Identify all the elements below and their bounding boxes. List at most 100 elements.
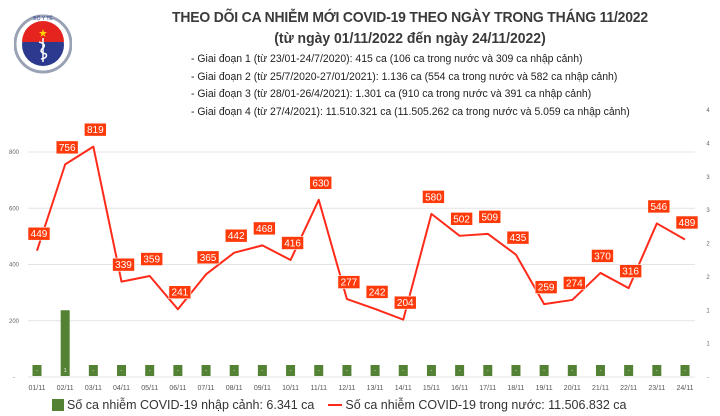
x-axis-tick-label: 04/11 xyxy=(113,385,130,392)
left-axis-tick-label: - xyxy=(13,375,15,381)
bar xyxy=(88,365,98,376)
line-data-label: 242 xyxy=(369,287,386,298)
bar-data-label: - xyxy=(656,368,658,374)
line-data-label-box xyxy=(675,215,699,230)
line-data-label-box xyxy=(140,252,163,266)
x-axis-tick-label: 13/11 xyxy=(367,385,384,392)
right-axis-tick-label: 2 xyxy=(706,275,710,281)
x-axis-tick-label: 18/11 xyxy=(507,385,524,392)
bar-data-label: - xyxy=(571,368,573,374)
line-data-label: 449 xyxy=(31,229,48,240)
phase-summary-item: - Giai đoạn 3 (từ 28/01-26/4/2021): 1.30… xyxy=(191,88,592,101)
bar xyxy=(426,365,436,376)
right-axis-tick-label: 1 xyxy=(706,308,710,314)
x-axis-tick-label: 15/11 xyxy=(423,385,440,392)
bar xyxy=(286,365,296,376)
x-axis-tick-label: 21/11 xyxy=(592,385,609,392)
right-axis-tick-label: 4 xyxy=(706,141,710,147)
ministry-of-health-logo: BỘ Y TẾ xyxy=(14,14,72,74)
line-data-label-box xyxy=(422,190,445,204)
line-data-label: 580 xyxy=(425,192,442,203)
line-data-label-box xyxy=(478,210,502,224)
line-data-label: 359 xyxy=(143,255,160,266)
line-data-label: 316 xyxy=(622,267,639,278)
line-data-label-box xyxy=(591,249,614,263)
bar-data-label: - xyxy=(374,368,376,374)
line-data-label-box xyxy=(196,250,220,265)
line-data-label-box xyxy=(253,221,276,236)
line-data-label-box xyxy=(647,199,671,214)
bar-data-label: - xyxy=(487,368,489,374)
right-axis-tick-label: 3 xyxy=(706,208,710,214)
line-data-label-box xyxy=(337,275,361,289)
line-data-label: 435 xyxy=(510,233,527,244)
line-data-label: 509 xyxy=(481,212,498,223)
bar-data-label: - xyxy=(543,368,545,374)
line-data-label-box xyxy=(168,285,192,300)
legend-line-swatch xyxy=(328,404,343,406)
bar xyxy=(117,365,127,376)
line-data-label-box xyxy=(112,257,135,272)
bar-data-label: - xyxy=(402,368,404,374)
bar xyxy=(624,365,634,376)
bar xyxy=(595,365,605,376)
bar-data-label: - xyxy=(515,368,517,374)
left-axis-tick-label: 400 xyxy=(9,263,20,269)
x-axis-tick-label: 14/11 xyxy=(395,385,412,392)
line-data-label: 339 xyxy=(115,260,132,271)
x-axis-tick-label: 08/11 xyxy=(226,385,243,392)
x-axis-tick-label: 20/11 xyxy=(564,385,581,392)
x-axis-tick-label: 12/11 xyxy=(338,385,355,392)
bar xyxy=(652,365,662,376)
x-axis-tick-label: 19/11 xyxy=(536,385,553,392)
line-data-label-box xyxy=(563,276,586,290)
bar xyxy=(314,365,324,376)
line-data-label: 442 xyxy=(228,231,245,242)
bar xyxy=(398,365,408,376)
bar xyxy=(455,365,465,376)
bar-data-label: - xyxy=(205,368,207,374)
x-axis-tick-label: 24/11 xyxy=(677,385,694,392)
bar-data-label: - xyxy=(36,368,38,374)
right-axis-tick-label: 4 xyxy=(706,108,710,114)
x-axis-tick-label: 05/11 xyxy=(141,385,158,392)
line-data-label: 274 xyxy=(566,278,583,289)
bar xyxy=(539,365,549,376)
bar xyxy=(342,365,352,376)
line-data-label-box xyxy=(450,212,473,226)
x-axis-tick-label: 10/11 xyxy=(282,385,299,392)
x-axis-tick-label: 02/11 xyxy=(57,385,74,392)
bar-data-label: - xyxy=(318,368,320,374)
line-data-label: 819 xyxy=(87,125,104,136)
line-data-label: 546 xyxy=(650,202,667,213)
line-data-label: 468 xyxy=(256,224,273,235)
x-axis-tick-label: 22/11 xyxy=(620,385,637,392)
bar xyxy=(511,365,521,376)
bar-data-label: - xyxy=(233,368,235,374)
bar xyxy=(32,365,42,376)
line-data-label: 277 xyxy=(341,278,358,289)
legend: Số ca nhiễm COVID-19 nhập cảnh: 6.341 ca… xyxy=(52,398,626,412)
line-data-label-box xyxy=(309,176,333,190)
bar-data-label: - xyxy=(628,368,630,374)
right-axis-tick-label: - xyxy=(707,375,709,381)
bar xyxy=(229,365,239,376)
line-data-label: 489 xyxy=(679,218,696,229)
bar xyxy=(370,365,380,376)
phase-summary-item: - Giai đoạn 4 (từ 27/4/2021): 11.510.321… xyxy=(191,105,630,118)
chart-subtitle: (từ ngày 01/11/2022 đến ngày 24/11/2022) xyxy=(274,30,546,47)
bar xyxy=(483,365,493,376)
chart-title: THEO DÕI CA NHIỄM MỚI COVID-19 THEO NGÀY… xyxy=(172,9,648,26)
bar-data-label: - xyxy=(431,368,433,374)
line-data-label: 370 xyxy=(594,251,611,262)
left-axis-tick-label: 200 xyxy=(9,319,20,325)
bar-data-label: - xyxy=(121,368,123,374)
right-axis-tick-label: 3 xyxy=(706,175,710,181)
right-axis-tick-label: 2 xyxy=(706,242,710,248)
line-data-label: 241 xyxy=(172,288,189,299)
x-axis-tick-label: 11/11 xyxy=(310,385,327,392)
bar xyxy=(201,365,211,376)
line-data-label: 416 xyxy=(284,239,301,250)
left-axis-tick-label: 600 xyxy=(9,206,20,212)
